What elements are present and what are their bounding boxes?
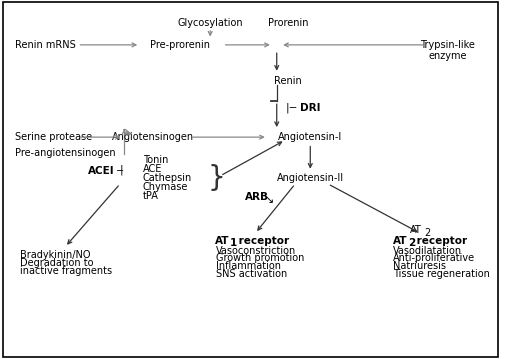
Text: Natriuresis: Natriuresis <box>393 261 446 271</box>
Text: 2: 2 <box>424 228 430 238</box>
Text: }: } <box>208 164 225 192</box>
Text: Inflammation: Inflammation <box>216 261 281 271</box>
Text: Pre-prorenin: Pre-prorenin <box>150 40 210 50</box>
Text: AT: AT <box>410 225 422 235</box>
Text: Tonin: Tonin <box>143 155 168 165</box>
Text: Chymase: Chymase <box>143 182 188 192</box>
Text: ACE: ACE <box>143 164 162 174</box>
Text: Serine protease: Serine protease <box>15 132 92 142</box>
Text: AT: AT <box>393 236 408 246</box>
Text: ARB: ARB <box>245 192 269 202</box>
Text: DRI: DRI <box>300 103 321 113</box>
Text: AT: AT <box>215 236 230 246</box>
Text: Bradykinin/NO: Bradykinin/NO <box>20 250 91 260</box>
Text: Angiotensinogen: Angiotensinogen <box>112 132 194 142</box>
Text: |−: |− <box>286 102 298 113</box>
Text: receptor: receptor <box>413 236 467 246</box>
Text: Angiotensin-II: Angiotensin-II <box>276 173 344 183</box>
Text: Renin: Renin <box>274 76 302 86</box>
Text: enzyme: enzyme <box>429 51 467 61</box>
Text: inactive fragments: inactive fragments <box>20 266 112 276</box>
Text: Trypsin-like: Trypsin-like <box>420 40 475 50</box>
Text: −: − <box>116 165 124 176</box>
Text: 2: 2 <box>408 238 415 248</box>
Text: Pre-angiotensinogen: Pre-angiotensinogen <box>15 148 116 158</box>
Text: Tissue regeneration: Tissue regeneration <box>393 269 489 279</box>
Text: Anti-proliferative: Anti-proliferative <box>393 253 475 264</box>
Text: Renin mRNS: Renin mRNS <box>15 40 75 50</box>
Text: Vasodilatation: Vasodilatation <box>393 246 462 256</box>
Text: tPA: tPA <box>143 191 159 201</box>
Text: |: | <box>120 164 124 175</box>
Text: Glycosylation: Glycosylation <box>177 18 243 28</box>
Text: ACEI: ACEI <box>88 165 114 176</box>
Text: Growth promotion: Growth promotion <box>216 253 305 264</box>
Text: 1: 1 <box>230 238 238 248</box>
Text: Angiotensin-I: Angiotensin-I <box>278 132 343 142</box>
Text: Cathepsin: Cathepsin <box>143 173 192 183</box>
Text: ↘: ↘ <box>264 195 273 205</box>
Text: Vasoconstriction: Vasoconstriction <box>216 246 296 256</box>
Text: receptor: receptor <box>235 236 289 246</box>
Text: Prorenin: Prorenin <box>267 18 308 28</box>
Text: SNS activation: SNS activation <box>216 269 287 279</box>
Text: Degradation to: Degradation to <box>20 258 94 268</box>
